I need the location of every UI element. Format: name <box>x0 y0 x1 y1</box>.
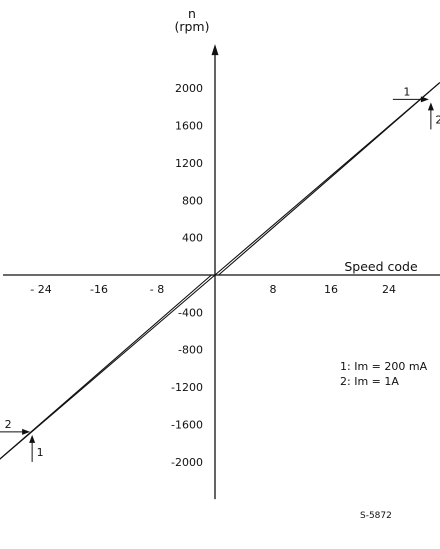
y-tick-label: -400 <box>178 306 203 319</box>
x-tick-label: - 8 <box>150 283 164 296</box>
y-tick-label: 2000 <box>175 82 203 95</box>
y-tick-label: 1200 <box>175 157 203 170</box>
x-axis-label: Speed code <box>344 259 418 274</box>
x-tick-label: 24 <box>382 283 396 296</box>
y-tick-label: -800 <box>178 344 203 357</box>
x-tick-label: -16 <box>90 283 108 296</box>
y-axis-symbol: n <box>188 6 196 21</box>
legend-entry-1: 1: Im = 200 mA <box>340 360 428 373</box>
annotation-right-1: 1 <box>392 85 429 103</box>
x-tick-label: 8 <box>270 283 277 296</box>
y-axis-arrowhead <box>211 44 219 56</box>
annotation-label: 1 <box>37 446 44 459</box>
annotation-up-2: 2 <box>427 102 440 130</box>
annotation-label: 1 <box>403 85 410 98</box>
annotation-right-2: 2 <box>0 418 31 435</box>
y-tick-label: 800 <box>182 194 203 207</box>
series-lines <box>0 82 440 460</box>
x-tick-label: 16 <box>324 283 338 296</box>
y-tick-label: 1600 <box>175 120 203 133</box>
y-tick-label: -2000 <box>171 456 203 469</box>
x-tick-label: - 24 <box>30 283 51 296</box>
y-tick-label: 400 <box>182 232 203 245</box>
legend-entry-2: 2: Im = 1A <box>340 375 399 388</box>
y-tick-label: -1600 <box>171 418 203 431</box>
annotation-arrowhead <box>29 434 36 443</box>
annotation-arrowhead <box>420 96 429 103</box>
series-2-line <box>0 82 440 460</box>
y-tick-label: -1200 <box>171 381 203 394</box>
y-axis-unit: (rpm) <box>174 19 209 34</box>
annotation-label: 2 <box>5 418 12 431</box>
annotation-arrowhead <box>427 102 434 111</box>
annotation-arrows: 1 2 2 1 <box>0 85 440 462</box>
figure-reference: S-5872 <box>360 511 392 521</box>
tick-labels: - 32- 24-16- 88162432200016001200800400-… <box>30 82 396 469</box>
annotation-label: 2 <box>435 113 440 126</box>
annotation-up-1: 1 <box>29 434 44 462</box>
annotation-arrowhead <box>22 428 31 435</box>
